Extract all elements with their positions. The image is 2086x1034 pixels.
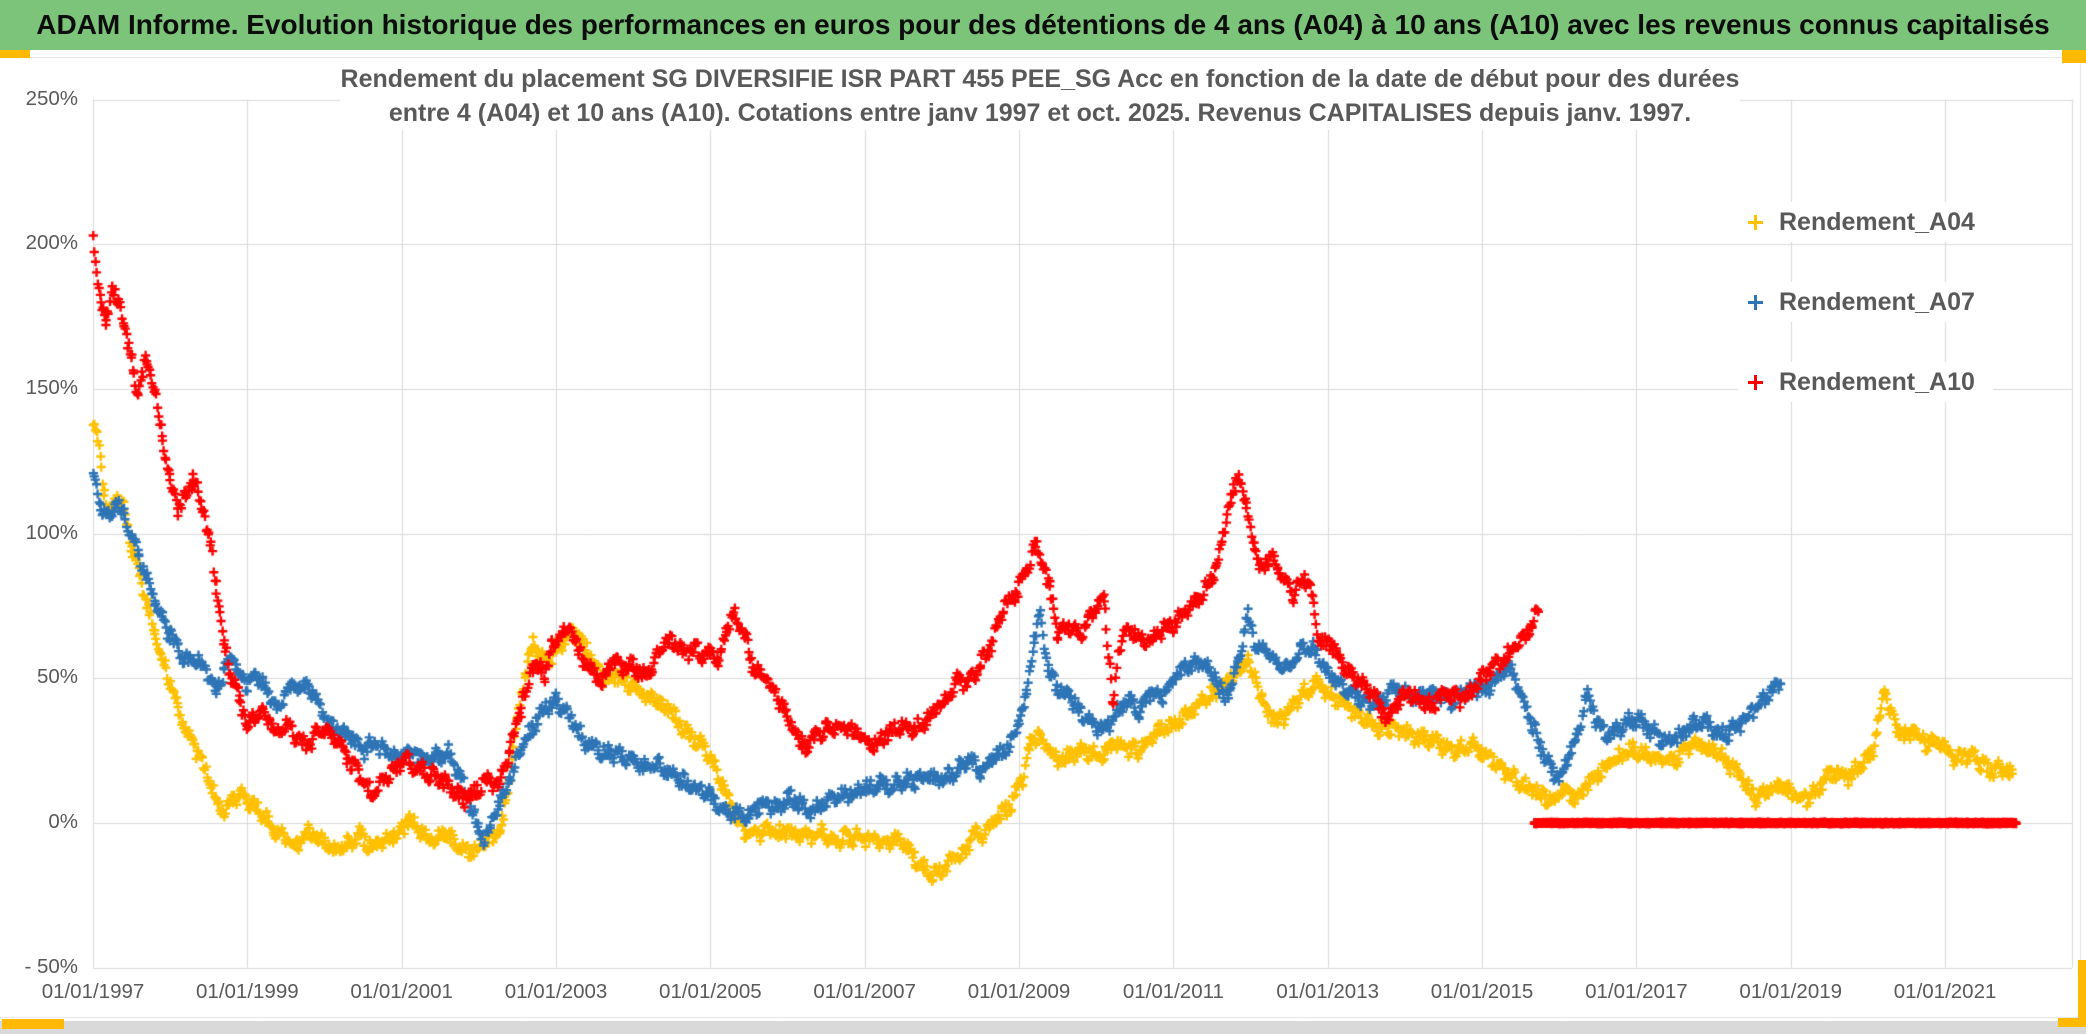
legend-item-rendement-a10[interactable]: Rendement_A10 [1738,362,1993,402]
bottom-scroll-strip [0,1019,2086,1034]
page-title: ADAM Informe. Evolution historique des p… [36,9,2050,40]
x-tick-label: 01/01/2019 [1739,980,1843,1003]
accent-marker-bottom-left [2,1019,64,1029]
y-tick-label: 250% [25,86,78,110]
x-tick-label: 01/01/2017 [1585,980,1688,1003]
x-tick-label: 01/01/2009 [967,980,1071,1003]
x-tick-label: 01/01/1999 [196,980,299,1003]
x-tick-label: 01/01/1997 [41,980,145,1003]
plus-marker-icon [1748,214,1763,230]
plus-marker-icon [1748,294,1763,310]
legend-item-rendement-a07[interactable]: Rendement_A07 [1738,282,1993,322]
x-tick-label: 01/01/2013 [1276,980,1380,1003]
accent-marker-top-right [2062,50,2086,63]
y-tick-label: - 50% [24,954,78,978]
header-bar: ADAM Informe. Evolution historique des p… [0,0,2086,50]
accent-marker-top-left [0,50,30,58]
x-tick-label: 01/01/2003 [504,980,608,1003]
x-tick-label: 01/01/2001 [350,980,453,1003]
chart-object: Rendement du placement SG DIVERSIFIE ISR… [0,57,2086,1032]
y-tick-label: 0% [48,810,78,833]
legend-label: Rendement_A04 [1779,207,1975,236]
accent-marker-right-edge [2078,960,2086,1020]
y-tick-label: 50% [36,665,78,689]
y-tick-label: 150% [25,375,78,399]
legend-label: Rendement_A10 [1779,367,1975,396]
legend-item-rendement-a04[interactable]: Rendement_A04 [1738,202,1993,242]
legend-label: Rendement_A07 [1779,287,1975,316]
x-tick-label: 01/01/2021 [1893,980,1997,1003]
y-tick-label: 100% [25,520,78,544]
chart-title-line1: Rendement du placement SG DIVERSIFIE ISR… [340,65,1740,93]
y-tick-label: 200% [25,231,78,255]
x-tick-label: 01/01/2005 [659,980,762,1003]
chart-title: Rendement du placement SG DIVERSIFIE ISR… [340,62,1740,130]
chart-title-line2: entre 4 (A04) et 10 ans (A10). Cotations… [388,99,1692,127]
x-tick-label: 01/01/2011 [1122,980,1224,1003]
x-tick-label: 01/01/2007 [813,980,916,1003]
accent-marker-bottom-right [2058,1018,2086,1027]
plus-marker-icon [1748,374,1763,390]
x-tick-label: 01/01/2015 [1430,980,1534,1003]
